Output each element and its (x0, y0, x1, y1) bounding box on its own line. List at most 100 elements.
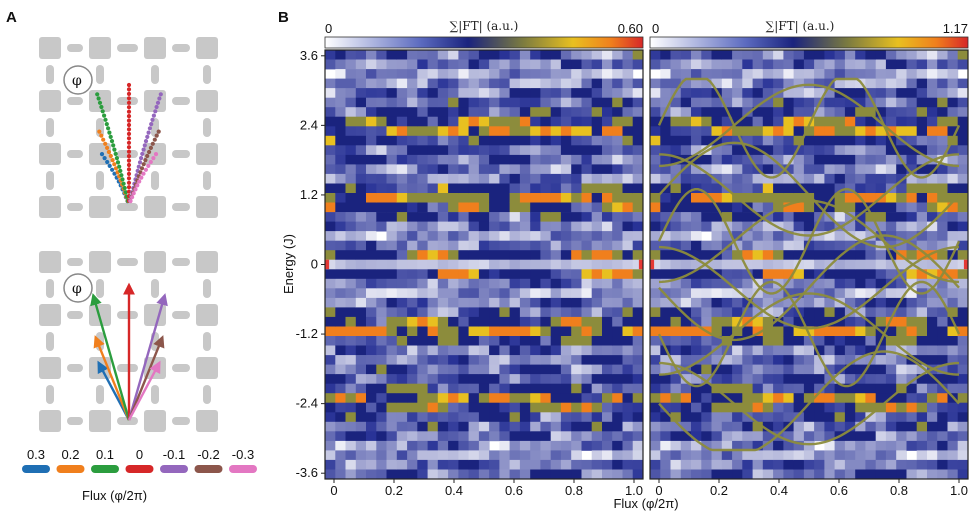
heat-cell (885, 345, 897, 356)
heat-cell (670, 69, 682, 79)
heat-cell (844, 364, 856, 375)
heat-cell (865, 164, 877, 175)
heat-cell (632, 355, 644, 365)
heat-cell (376, 69, 387, 79)
heat-cell (335, 307, 346, 318)
heat-cell (622, 383, 634, 394)
heat-cell (947, 145, 959, 156)
heat-cell (530, 126, 541, 137)
heat-cell (834, 412, 846, 423)
heat-cell (478, 126, 490, 137)
heat-cell (691, 278, 702, 289)
heat-cell (632, 450, 644, 461)
heat-cell (386, 69, 398, 79)
colorbar-left-max: 0.60 (618, 21, 643, 36)
heat-cell (896, 431, 907, 442)
heat-cell (632, 231, 644, 241)
heat-cell (814, 126, 825, 137)
heat-cell (407, 412, 418, 423)
heat-cell (530, 69, 541, 79)
heat-cell (947, 421, 959, 432)
heat-cell (793, 402, 805, 413)
heat-cell (437, 402, 449, 413)
heat-cell (355, 250, 367, 261)
heat-cell (345, 183, 357, 194)
heat-cell (721, 88, 733, 98)
heat-cell (417, 212, 428, 222)
heat-cell (814, 278, 825, 289)
heat-cell (519, 135, 531, 146)
heat-cell (325, 374, 336, 384)
heat-cell (366, 212, 377, 222)
heat-cell (591, 469, 603, 480)
heat-cell (896, 231, 907, 241)
heat-cell (844, 421, 856, 432)
heat-cell (947, 193, 959, 203)
heat-cell (622, 450, 634, 461)
heat-cell (957, 355, 969, 365)
heat-cell (865, 78, 877, 89)
heat-cell (550, 78, 562, 89)
arrow-dot (95, 92, 100, 97)
arrow-dot (100, 109, 105, 114)
heat-cell (773, 364, 784, 375)
heat-cell (437, 459, 449, 470)
heat-cell (478, 135, 490, 146)
heat-cell (407, 288, 418, 299)
heat-cell (947, 259, 959, 270)
heat-cell (499, 440, 511, 451)
heat-cell (875, 135, 887, 146)
heat-cell (691, 50, 702, 60)
heat-cell (752, 212, 764, 222)
heat-cell (448, 288, 459, 299)
heat-cell (519, 288, 531, 299)
heat-cell (855, 345, 866, 356)
heat-cell (489, 393, 500, 404)
lattice-bond (96, 65, 104, 84)
heat-cell (885, 383, 897, 394)
heat-cell (752, 469, 764, 480)
heat-cell (632, 116, 644, 127)
heat-cell (927, 107, 938, 118)
heat-cell (793, 326, 805, 337)
heat-cell (499, 345, 511, 356)
heat-cell (742, 50, 753, 60)
heat-cell (660, 240, 671, 251)
heat-cell (834, 193, 846, 203)
heat-cell (376, 431, 387, 442)
arrow-dot (119, 173, 124, 178)
heat-cell (407, 326, 418, 337)
heat-cell (906, 183, 918, 194)
heat-cell (366, 183, 377, 194)
lattice-bond (67, 258, 83, 266)
heat-cell (711, 316, 723, 327)
heat-cell (519, 240, 531, 251)
heat-cell (468, 240, 480, 251)
heat-cell (509, 212, 521, 222)
heat-cell (571, 107, 582, 118)
heat-cell (916, 107, 928, 118)
heat-cell (345, 212, 357, 222)
heat-cell (650, 297, 661, 308)
heat-cell (824, 116, 836, 127)
heat-cell (581, 173, 593, 184)
heat-cell (834, 97, 846, 108)
heat-cell (591, 431, 603, 442)
heat-cell (571, 250, 582, 261)
heat-cell (711, 78, 723, 89)
heat-cell (875, 307, 887, 318)
heat-cell (732, 421, 743, 432)
heat-cell (335, 431, 346, 442)
heat-cell (345, 78, 357, 89)
heat-cell (478, 316, 490, 327)
heat-cell (581, 202, 593, 213)
heat-cell (540, 393, 552, 404)
heat-cell (509, 259, 521, 270)
heat-cell (448, 450, 459, 461)
heat-cell (896, 297, 907, 308)
heat-cell (519, 336, 531, 346)
heat-cell (448, 154, 459, 165)
heat-cell (458, 278, 470, 289)
heat-cell (752, 440, 764, 451)
heat-cell (937, 326, 948, 337)
